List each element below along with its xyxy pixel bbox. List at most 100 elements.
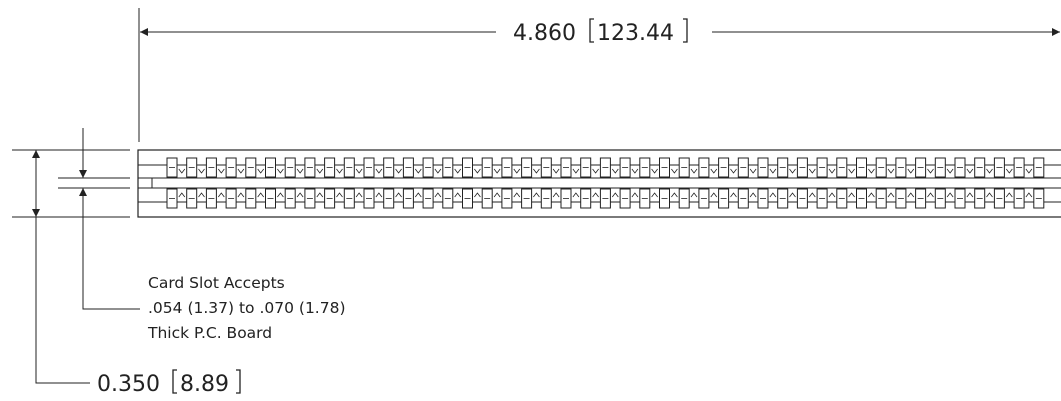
contact-spring-mark (395, 192, 402, 198)
contact-spring-mark (493, 192, 501, 198)
contact-spring-mark (434, 168, 442, 174)
contact-spring-mark (198, 168, 205, 174)
contact-spring-mark (887, 168, 895, 174)
contact-spring-mark (907, 168, 915, 174)
connector-outline (137, 149, 1061, 218)
contact-spring-mark (927, 192, 934, 198)
height-inch-value: 0.350 (97, 372, 160, 397)
height-dimension: 0.350 8.89 (12, 149, 241, 397)
contact-spring-mark (237, 168, 245, 174)
contact-spring-mark (730, 192, 737, 198)
contact-spring-mark (730, 168, 737, 174)
contact-spring-mark (277, 192, 284, 198)
contact-spring-mark (789, 168, 796, 174)
contact-spring-mark (946, 192, 954, 198)
contact-spring-mark (533, 192, 540, 198)
contact-spring-mark (868, 168, 875, 174)
contact-spring-mark (868, 192, 875, 198)
contact-spring-mark (808, 192, 816, 198)
contact-spring-mark (828, 168, 836, 174)
contact-spring-mark (552, 168, 560, 174)
contact-spring-mark (986, 192, 993, 198)
contact-spring-mark (316, 192, 324, 198)
slot-note-line-2: .054 (1.37) to .070 (1.78) (148, 299, 346, 317)
contact-spring-mark (296, 168, 304, 174)
contact-spring-mark (848, 192, 855, 198)
contact-spring-mark (257, 168, 265, 174)
height-bracket-left (172, 369, 177, 394)
length-mm-value: 123.44 (597, 21, 674, 46)
card-slot-dimension: Card Slot Accepts .054 (1.37) to .070 (1… (58, 128, 346, 342)
contact-spring-mark (671, 168, 678, 174)
contact-spring-mark (178, 168, 186, 174)
contact-spring-mark (217, 192, 225, 198)
contact-spring-mark (1005, 168, 1013, 174)
contact-spring-mark (533, 168, 540, 174)
contact-spring-mark (217, 168, 225, 174)
contact-spring-mark (454, 168, 462, 174)
contact-spring-mark (611, 168, 619, 174)
contact-spring-mark (237, 192, 245, 198)
slot-note-line-3: Thick P.C. Board (147, 324, 272, 342)
length-bracket-right (683, 18, 688, 43)
contact-spring-mark (946, 168, 954, 174)
contact-spring-mark (572, 168, 580, 174)
contact-spring-mark (690, 192, 698, 198)
contact-spring-mark (749, 168, 757, 174)
contact-spring-mark (769, 192, 777, 198)
contact-spring-mark (572, 192, 580, 198)
contact-spring-mark (690, 168, 698, 174)
contact-spring-mark (178, 192, 186, 198)
contact-spring-mark (493, 168, 501, 174)
contact-spring-mark (474, 192, 481, 198)
contact-spring-mark (316, 168, 324, 174)
contact-spring-mark (592, 168, 599, 174)
contact-spring-mark (336, 168, 343, 174)
contact-spring-mark (651, 192, 658, 198)
contact-spring-mark (474, 168, 481, 174)
slot-leader-line (79, 188, 140, 310)
height-mm-value: 8.89 (180, 372, 229, 397)
contact-spring-mark (454, 192, 462, 198)
contact-spring-mark (671, 192, 678, 198)
contact-spring-mark (631, 192, 639, 198)
contact-spring-mark (907, 192, 915, 198)
contact-spring-mark (710, 168, 718, 174)
length-dimension: 4.860 123.44 (138, 8, 1060, 142)
contact-spring-mark (789, 192, 796, 198)
contact-spring-mark (375, 168, 383, 174)
contact-spring-mark (769, 168, 777, 174)
contact-spring-mark (414, 192, 422, 198)
length-inch-value: 4.860 (513, 21, 576, 46)
height-leader-line (35, 217, 90, 384)
contact-spring-mark (198, 192, 205, 198)
contact-spring-mark (927, 168, 934, 174)
contact-spring-mark (395, 168, 402, 174)
contact-spring-mark (710, 192, 718, 198)
contact-spring-mark (592, 192, 599, 198)
contact-spring-mark (1005, 192, 1013, 198)
contact-spring-mark (277, 168, 284, 174)
contact-spring-mark (848, 168, 855, 174)
contact-spring-mark (749, 192, 757, 198)
contact-spring-mark (887, 192, 895, 198)
slot-note-line-1: Card Slot Accepts (148, 274, 285, 292)
contact-spring-mark (651, 168, 658, 174)
height-bracket-right (236, 369, 241, 394)
contact-spring-mark (552, 192, 560, 198)
contact-spring-mark (828, 192, 836, 198)
contact-spring-mark (1025, 192, 1033, 198)
contact-spring-mark (355, 168, 363, 174)
contact-spring-mark (966, 192, 974, 198)
connector-body (137, 149, 1061, 218)
contact-spring-mark (296, 192, 304, 198)
length-bracket-left (589, 18, 594, 43)
contact-spring-mark (1025, 168, 1033, 174)
contact-spring-mark (513, 192, 521, 198)
contact-spring-mark (336, 192, 343, 198)
contact-spring-mark (986, 168, 993, 174)
contact-spring-mark (513, 168, 521, 174)
contact-spring-mark (631, 168, 639, 174)
contact-array (166, 157, 1045, 209)
